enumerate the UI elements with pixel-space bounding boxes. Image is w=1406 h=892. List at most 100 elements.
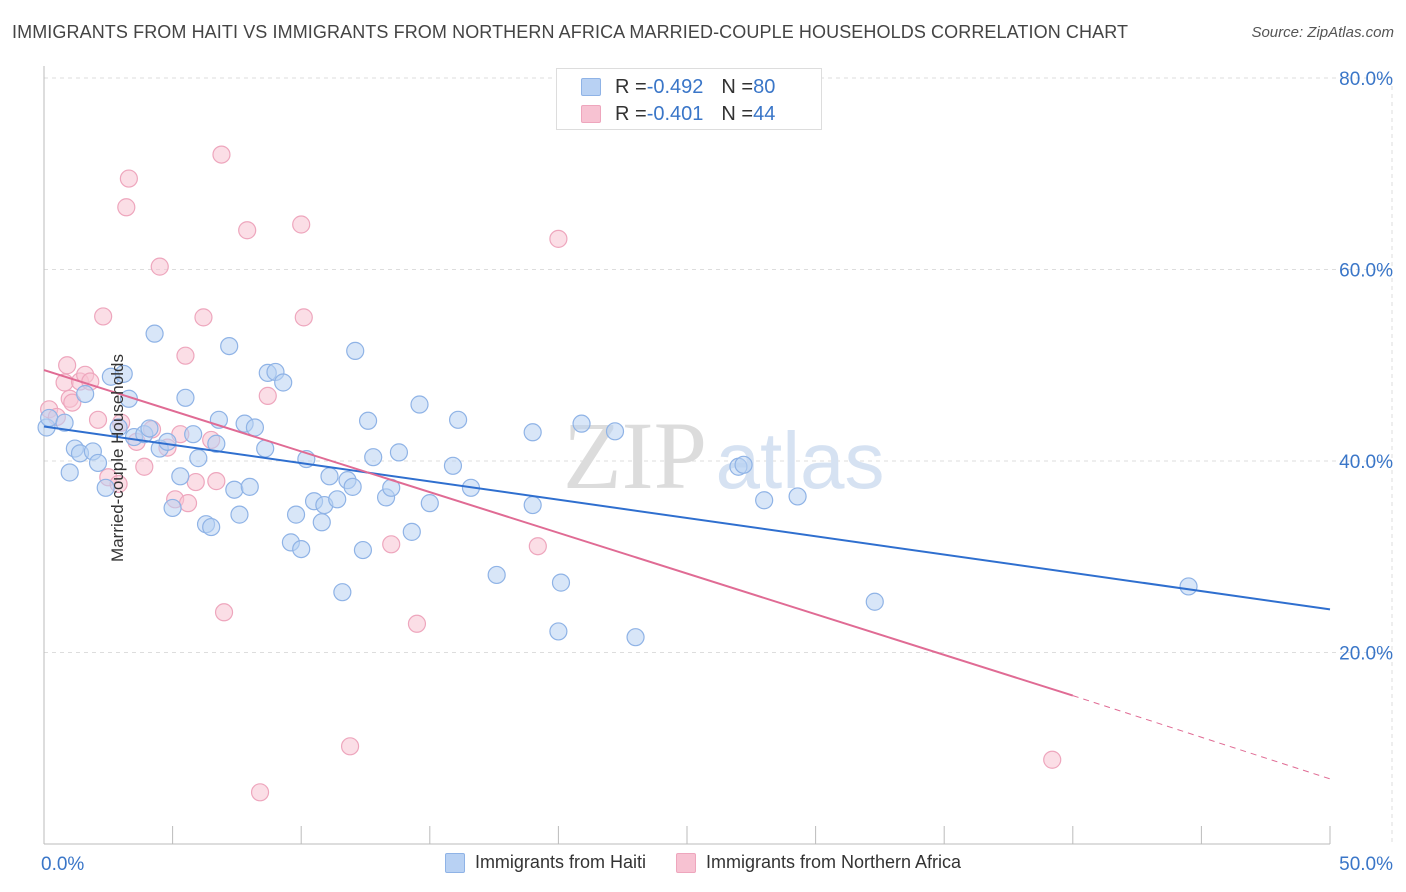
data-point-haiti bbox=[109, 418, 128, 437]
legend-n-value: 44 bbox=[753, 102, 776, 125]
legend-n-value: 80 bbox=[753, 75, 776, 98]
legend-swatch-haiti bbox=[581, 78, 601, 96]
data-point-northern-africa bbox=[294, 308, 313, 327]
trend-line-haiti bbox=[43, 425, 1331, 611]
data-point-northern-africa bbox=[549, 229, 568, 248]
watermark: ZIP atlas bbox=[563, 402, 884, 509]
data-point-haiti bbox=[346, 341, 365, 360]
data-point-haiti bbox=[88, 453, 108, 473]
data-point-haiti bbox=[353, 540, 373, 560]
data-point-haiti bbox=[60, 463, 79, 482]
series-northern-africa-points bbox=[40, 145, 1062, 802]
data-point-haiti bbox=[292, 539, 311, 559]
data-point-haiti bbox=[410, 395, 429, 414]
data-point-haiti bbox=[572, 414, 591, 433]
data-point-haiti bbox=[312, 513, 331, 532]
data-point-northern-africa bbox=[340, 737, 360, 756]
legend-n-label: N = bbox=[721, 75, 754, 98]
data-point-haiti bbox=[626, 628, 645, 647]
data-point-haiti bbox=[420, 494, 439, 513]
legend-label-haiti: Immigrants from Haiti bbox=[474, 852, 646, 872]
data-point-haiti bbox=[114, 364, 133, 383]
data-point-haiti bbox=[76, 384, 95, 404]
data-point-haiti bbox=[225, 480, 244, 499]
data-point-haiti bbox=[358, 411, 378, 430]
axis-ticks: 20.0% 40.0% 60.0% 80.0% 0.0% 50.0% bbox=[41, 69, 1393, 875]
data-point-haiti bbox=[605, 422, 625, 441]
data-point-haiti bbox=[389, 443, 409, 462]
data-point-northern-africa bbox=[250, 783, 270, 802]
trend-lines bbox=[43, 369, 1331, 780]
data-point-haiti bbox=[96, 478, 115, 497]
data-point-northern-africa bbox=[58, 356, 77, 375]
data-point-northern-africa bbox=[88, 410, 108, 429]
data-point-haiti bbox=[184, 425, 203, 444]
data-point-haiti bbox=[171, 467, 190, 486]
data-point-haiti bbox=[245, 418, 265, 437]
legend-r-label: R = bbox=[615, 102, 647, 125]
data-point-haiti bbox=[865, 592, 884, 611]
data-point-haiti bbox=[788, 487, 807, 506]
data-point-haiti bbox=[240, 477, 259, 496]
data-point-haiti bbox=[523, 495, 542, 515]
data-point-haiti bbox=[230, 505, 249, 524]
data-point-northern-africa bbox=[194, 308, 213, 327]
data-point-northern-africa bbox=[178, 494, 198, 513]
data-point-northern-africa bbox=[382, 535, 401, 554]
data-point-northern-africa bbox=[135, 457, 154, 476]
data-point-haiti bbox=[207, 434, 226, 453]
legend-row-haiti: R = -0.492 N = 80 bbox=[581, 74, 775, 100]
y-axis-label: Married-couple Households bbox=[107, 354, 127, 562]
y-tick-label: 20.0% bbox=[1339, 644, 1393, 665]
data-point-haiti bbox=[448, 410, 468, 429]
data-point-northern-africa bbox=[407, 614, 427, 633]
data-point-haiti bbox=[364, 448, 383, 467]
data-point-haiti bbox=[158, 432, 177, 451]
legend-row-northern-africa: R = -0.401 N = 44 bbox=[581, 101, 775, 127]
data-point-haiti bbox=[286, 505, 306, 524]
data-point-haiti bbox=[487, 565, 506, 585]
y-tick-label: 60.0% bbox=[1339, 261, 1393, 282]
data-point-northern-africa bbox=[63, 393, 82, 412]
data-point-haiti bbox=[755, 491, 774, 510]
trend-line-northern-africa-extrapolated bbox=[1072, 695, 1331, 780]
data-point-haiti bbox=[140, 419, 159, 438]
trend-line-northern-africa bbox=[43, 369, 1074, 697]
source-label: Source: ZipAtlas.com bbox=[1251, 24, 1394, 41]
data-point-northern-africa bbox=[176, 346, 195, 365]
data-point-northern-africa bbox=[258, 386, 277, 405]
x-tick-label: 50.0% bbox=[1339, 854, 1393, 875]
x-tick-label: 0.0% bbox=[41, 854, 84, 875]
data-point-haiti bbox=[220, 337, 239, 356]
data-point-haiti bbox=[274, 373, 293, 392]
data-point-haiti bbox=[320, 467, 339, 486]
legend-item-northern-africa: Immigrants from Northern Africa bbox=[675, 852, 961, 873]
data-point-haiti bbox=[402, 522, 421, 541]
data-point-northern-africa bbox=[214, 603, 234, 622]
data-point-northern-africa bbox=[150, 257, 169, 276]
data-point-haiti bbox=[163, 498, 182, 518]
data-point-northern-africa bbox=[212, 145, 231, 164]
data-point-northern-africa bbox=[117, 198, 136, 217]
legend-n-label: N = bbox=[721, 102, 754, 125]
legend-swatch-northern-africa bbox=[675, 852, 696, 873]
data-point-haiti bbox=[40, 408, 59, 428]
data-point-haiti bbox=[1179, 577, 1198, 596]
data-point-northern-africa bbox=[238, 221, 257, 240]
data-point-northern-africa bbox=[119, 169, 138, 188]
legend-r-value: -0.492 bbox=[646, 75, 704, 98]
data-point-northern-africa bbox=[207, 472, 226, 491]
data-point-northern-africa bbox=[292, 215, 311, 234]
data-point-haiti bbox=[202, 517, 221, 537]
data-point-haiti bbox=[145, 324, 164, 343]
data-point-haiti bbox=[734, 455, 753, 474]
data-point-haiti bbox=[551, 573, 571, 592]
data-point-haiti bbox=[549, 622, 568, 641]
data-point-haiti bbox=[189, 449, 208, 468]
y-tick-label: 40.0% bbox=[1339, 452, 1393, 473]
legend-r-value: -0.401 bbox=[646, 102, 704, 125]
y-tick-label: 80.0% bbox=[1339, 69, 1393, 90]
data-point-haiti bbox=[333, 583, 352, 602]
legend-swatch-haiti bbox=[444, 852, 465, 873]
